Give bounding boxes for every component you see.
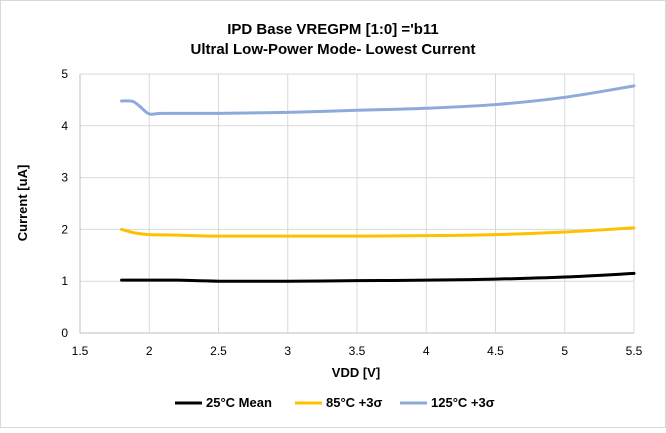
x-tick-label: 3 xyxy=(284,344,291,358)
y-tick-label: 4 xyxy=(61,119,68,133)
legend: 25°C Mean 85°C +3σ 125°C +3σ xyxy=(175,395,495,410)
y-tick-label: 3 xyxy=(61,171,68,185)
x-tick-label: 3.5 xyxy=(349,344,366,358)
y-tick-label: 0 xyxy=(61,326,68,340)
y-tick-label: 5 xyxy=(61,67,68,81)
x-tick-label: 5 xyxy=(561,344,568,358)
x-tick-label: 1.5 xyxy=(72,344,89,358)
series-line-2 xyxy=(120,84,636,116)
legend-label-0: 25°C Mean xyxy=(206,395,272,410)
x-tick-label: 4 xyxy=(423,344,430,358)
axes: 1.5 2 2.5 3 3.5 4 4.5 5 5.5 0 1 2 3 4 5 xyxy=(61,67,642,358)
chart-title-line-2: Ultral Low-Power Mode- Lowest Current xyxy=(190,41,475,58)
y-tick-label: 1 xyxy=(61,274,68,288)
y-axis-label: Current [uA] xyxy=(15,165,30,242)
x-tick-label: 2.5 xyxy=(210,344,227,358)
series-line-1 xyxy=(120,226,636,238)
y-tick-label: 2 xyxy=(61,222,68,236)
legend-label-2: 125°C +3σ xyxy=(431,395,495,410)
x-tick-label: 4.5 xyxy=(487,344,504,358)
series-line-0 xyxy=(120,271,636,283)
x-tick-label: 2 xyxy=(146,344,153,358)
legend-label-1: 85°C +3σ xyxy=(326,395,382,410)
series-lines xyxy=(120,84,636,283)
x-axis-label: VDD [V] xyxy=(332,365,380,380)
chart-title-line-1: IPD Base VREGPM [1:0] ='b11 xyxy=(227,21,439,38)
x-tick-label: 5.5 xyxy=(626,344,643,358)
